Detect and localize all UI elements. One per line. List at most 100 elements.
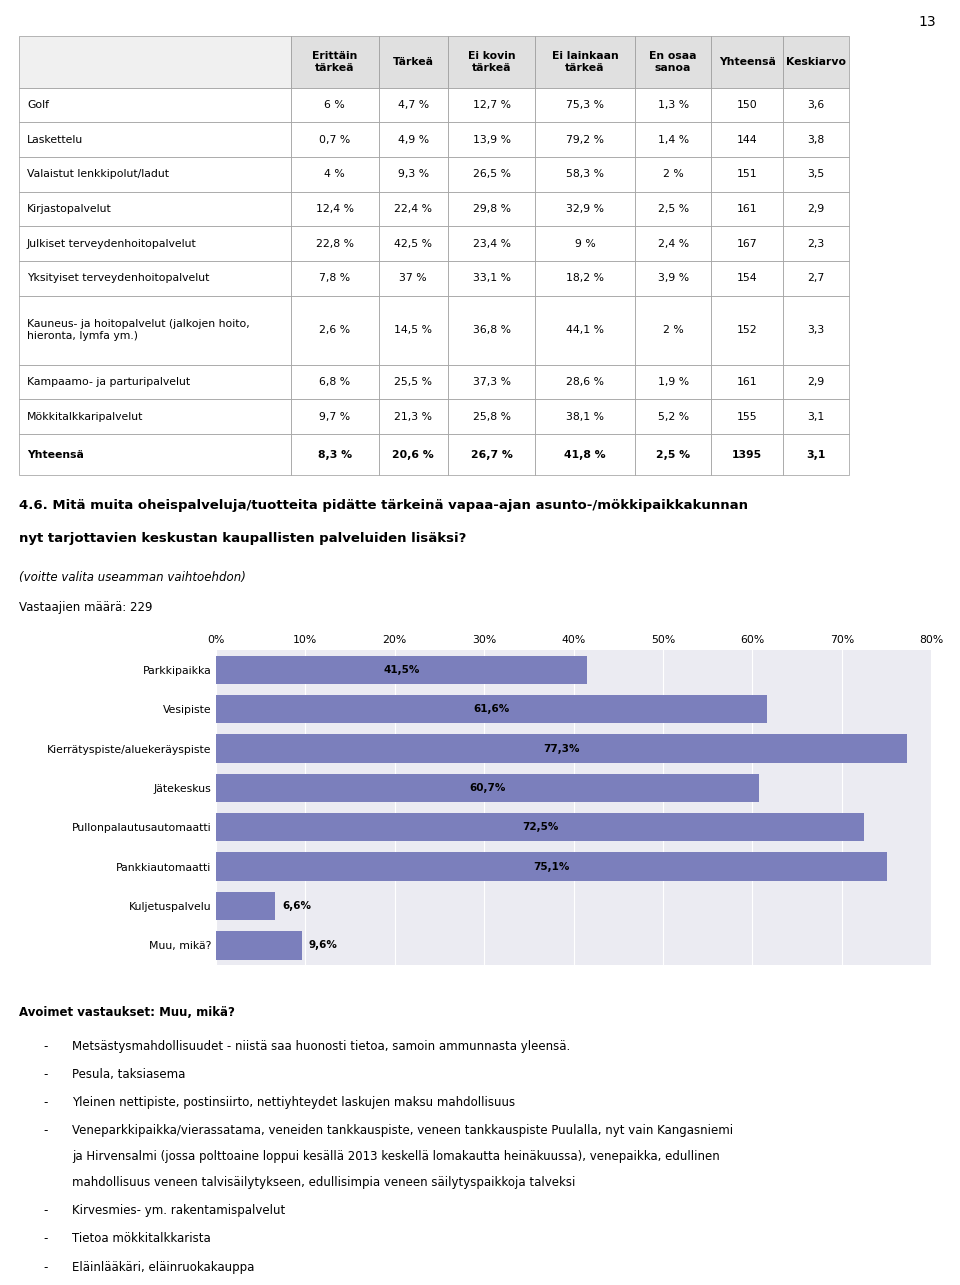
Text: Kirjastopalvelut: Kirjastopalvelut xyxy=(27,204,111,215)
Text: 37 %: 37 % xyxy=(399,274,427,283)
Bar xyxy=(216,655,587,684)
Text: -: - xyxy=(43,1124,48,1137)
Text: 28,6 %: 28,6 % xyxy=(566,377,604,387)
Text: 32,9 %: 32,9 % xyxy=(566,204,604,215)
Text: 3,9 %: 3,9 % xyxy=(658,274,688,283)
Text: 155: 155 xyxy=(737,411,757,421)
Text: Tärkeä: Tärkeä xyxy=(393,57,434,67)
Text: 6,6%: 6,6% xyxy=(282,901,311,911)
Text: Mökkitalkkaripalvelut: Mökkitalkkaripalvelut xyxy=(27,411,143,421)
Text: Yhteensä: Yhteensä xyxy=(719,57,776,67)
Text: 6 %: 6 % xyxy=(324,100,346,111)
Text: 3,3: 3,3 xyxy=(807,325,825,335)
Text: 75,3 %: 75,3 % xyxy=(566,100,604,111)
Text: 12,4 %: 12,4 % xyxy=(316,204,354,215)
Text: 2,9: 2,9 xyxy=(807,377,825,387)
Text: 144: 144 xyxy=(737,135,757,145)
Bar xyxy=(216,695,767,723)
Text: Kirvesmies- ym. rakentamispalvelut: Kirvesmies- ym. rakentamispalvelut xyxy=(72,1204,285,1217)
Text: 23,4 %: 23,4 % xyxy=(472,239,511,248)
Text: 13: 13 xyxy=(919,15,936,30)
Text: Julkiset terveydenhoitopalvelut: Julkiset terveydenhoitopalvelut xyxy=(27,239,197,248)
Text: Metsästysmahdollisuudet - niistä saa huonosti tietoa, samoin ammunnasta yleensä.: Metsästysmahdollisuudet - niistä saa huo… xyxy=(72,1040,570,1052)
Text: Yhteensä: Yhteensä xyxy=(27,450,84,460)
Bar xyxy=(216,892,275,920)
Text: 25,8 %: 25,8 % xyxy=(472,411,511,421)
Text: 5,2 %: 5,2 % xyxy=(658,411,688,421)
Text: 2,5 %: 2,5 % xyxy=(656,450,690,460)
Text: 3,8: 3,8 xyxy=(807,135,825,145)
Text: -: - xyxy=(43,1232,48,1245)
Text: 4,9 %: 4,9 % xyxy=(397,135,429,145)
Text: 58,3 %: 58,3 % xyxy=(566,170,604,180)
Text: 60,7%: 60,7% xyxy=(469,783,506,793)
Text: 2,9: 2,9 xyxy=(807,204,825,215)
Text: 167: 167 xyxy=(737,239,757,248)
Text: 1,4 %: 1,4 % xyxy=(658,135,688,145)
Bar xyxy=(216,813,864,842)
Text: 161: 161 xyxy=(737,377,757,387)
Text: Eläinlääkäri, eläinruokakauppa: Eläinlääkäri, eläinruokakauppa xyxy=(72,1261,254,1273)
Text: 22,8 %: 22,8 % xyxy=(316,239,354,248)
Text: 9,3 %: 9,3 % xyxy=(397,170,429,180)
Text: 79,2 %: 79,2 % xyxy=(566,135,604,145)
Text: (voitte valita useamman vaihtoehdon): (voitte valita useamman vaihtoehdon) xyxy=(19,571,246,583)
Text: 1,9 %: 1,9 % xyxy=(658,377,688,387)
Text: nyt tarjottavien keskustan kaupallisten palveluiden lisäksi?: nyt tarjottavien keskustan kaupallisten … xyxy=(19,532,467,545)
Text: Valaistut lenkkipolut/ladut: Valaistut lenkkipolut/ladut xyxy=(27,170,169,180)
Bar xyxy=(216,852,887,880)
Text: -: - xyxy=(43,1040,48,1052)
Text: 26,7 %: 26,7 % xyxy=(470,450,513,460)
Text: 7,8 %: 7,8 % xyxy=(320,274,350,283)
Text: 14,5 %: 14,5 % xyxy=(395,325,432,335)
Text: Yleinen nettipiste, postinsiirto, nettiyhteydet laskujen maksu mahdollisuus: Yleinen nettipiste, postinsiirto, nettiy… xyxy=(72,1096,516,1109)
Text: 1,3 %: 1,3 % xyxy=(658,100,688,111)
Text: 20,6 %: 20,6 % xyxy=(393,450,434,460)
Text: 2,4 %: 2,4 % xyxy=(658,239,688,248)
Text: Yksityiset terveydenhoitopalvelut: Yksityiset terveydenhoitopalvelut xyxy=(27,274,209,283)
Text: 152: 152 xyxy=(737,325,757,335)
Text: -: - xyxy=(43,1096,48,1109)
Text: Golf: Golf xyxy=(27,100,49,111)
Text: En osaa
sanoa: En osaa sanoa xyxy=(649,51,697,73)
Text: Vastaajien määrä: 229: Vastaajien määrä: 229 xyxy=(19,601,153,614)
Text: mahdollisuus veneen talvisäilytykseen, edullisimpia veneen säilytyspaikkoja talv: mahdollisuus veneen talvisäilytykseen, e… xyxy=(72,1176,575,1189)
Bar xyxy=(216,735,907,763)
Text: Ei kovin
tärkeä: Ei kovin tärkeä xyxy=(468,51,516,73)
Text: 2,5 %: 2,5 % xyxy=(658,204,688,215)
Text: 21,3 %: 21,3 % xyxy=(395,411,432,421)
Text: 4.6. Mitä muita oheispalveluja/tuotteita pidätte tärkeinä vapaa-ajan asunto-/mök: 4.6. Mitä muita oheispalveluja/tuotteita… xyxy=(19,499,748,511)
Text: 4 %: 4 % xyxy=(324,170,346,180)
Text: 2,3: 2,3 xyxy=(807,239,825,248)
Text: Erittäin
tärkeä: Erittäin tärkeä xyxy=(312,51,357,73)
Text: ja Hirvensalmi (jossa polttoaine loppui kesällä 2013 keskellä lomakautta heinäku: ja Hirvensalmi (jossa polttoaine loppui … xyxy=(72,1150,720,1163)
Text: 3,1: 3,1 xyxy=(807,411,825,421)
Text: -: - xyxy=(43,1204,48,1217)
Text: Avoimet vastaukset: Muu, mikä?: Avoimet vastaukset: Muu, mikä? xyxy=(19,1006,235,1019)
Text: 4,7 %: 4,7 % xyxy=(397,100,429,111)
Text: 3,1: 3,1 xyxy=(806,450,826,460)
Bar xyxy=(216,774,758,802)
Text: 29,8 %: 29,8 % xyxy=(472,204,511,215)
Text: Kampaamo- ja parturipalvelut: Kampaamo- ja parturipalvelut xyxy=(27,377,190,387)
Text: 38,1 %: 38,1 % xyxy=(566,411,604,421)
Text: 22,4 %: 22,4 % xyxy=(395,204,432,215)
Text: 12,7 %: 12,7 % xyxy=(472,100,511,111)
Text: 2 %: 2 % xyxy=(662,325,684,335)
Text: Kauneus- ja hoitopalvelut (jalkojen hoito,
hieronta, lymfa ym.): Kauneus- ja hoitopalvelut (jalkojen hoit… xyxy=(27,319,250,341)
Text: 2,7: 2,7 xyxy=(807,274,825,283)
Text: 37,3 %: 37,3 % xyxy=(472,377,511,387)
Text: 9,6%: 9,6% xyxy=(309,941,338,951)
Text: 41,8 %: 41,8 % xyxy=(564,450,606,460)
Text: 150: 150 xyxy=(737,100,757,111)
Text: Keskiarvo: Keskiarvo xyxy=(786,57,846,67)
Text: 61,6%: 61,6% xyxy=(473,704,510,714)
Text: 3,6: 3,6 xyxy=(807,100,825,111)
Text: Laskettelu: Laskettelu xyxy=(27,135,84,145)
Text: 1395: 1395 xyxy=(732,450,762,460)
Text: 6,8 %: 6,8 % xyxy=(320,377,350,387)
Text: 3,5: 3,5 xyxy=(807,170,825,180)
Text: 2 %: 2 % xyxy=(662,170,684,180)
Text: Tietoa mökkitalkkarista: Tietoa mökkitalkkarista xyxy=(72,1232,211,1245)
Text: 13,9 %: 13,9 % xyxy=(472,135,511,145)
